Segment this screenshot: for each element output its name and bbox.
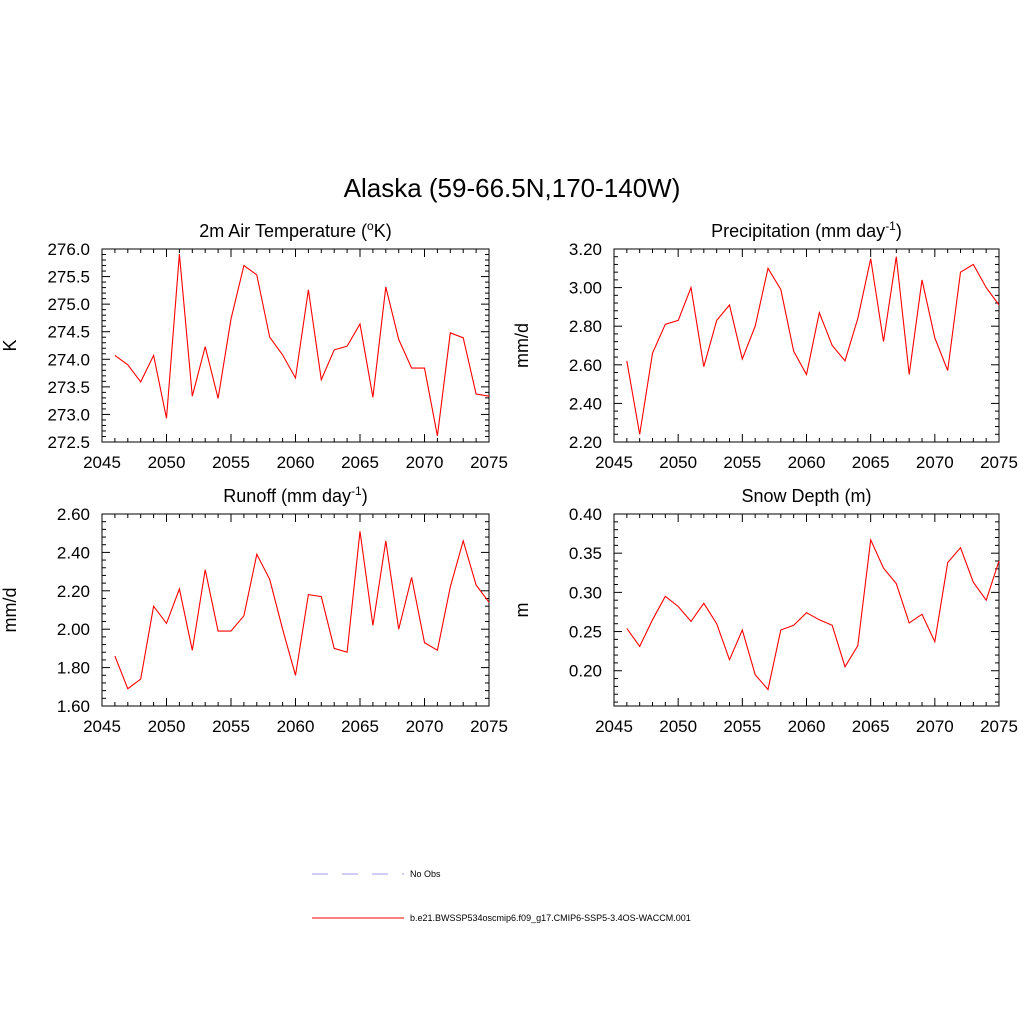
legend-obs-label: No Obs xyxy=(410,869,441,879)
y-tick-label: 2.80 xyxy=(569,317,602,336)
panel-title-text: Snow Depth (m) xyxy=(741,486,871,506)
x-tick-label: 2060 xyxy=(277,717,315,736)
x-tick-label: 2070 xyxy=(916,453,954,472)
series-line-runoff xyxy=(114,531,490,690)
y-tick-label: 272.5 xyxy=(47,433,90,452)
y-tick-label: 0.25 xyxy=(569,623,602,642)
series-line-precip xyxy=(626,256,1000,435)
x-tick-label: 2060 xyxy=(788,717,826,736)
panel-title-suffix: ) xyxy=(896,221,902,241)
x-tick-label: 2045 xyxy=(83,717,121,736)
panel-title: Precipitation (mm day-1) xyxy=(711,219,902,241)
y-tick-label: 1.80 xyxy=(57,659,90,678)
y-tick-label: 276.0 xyxy=(47,240,90,259)
y-axis-label: m xyxy=(512,603,532,618)
y-tick-label: 0.30 xyxy=(569,583,602,602)
panel-snow: 2045 2050 2055 2060 2065 2070 2075 0.20 0.25 0.30… xyxy=(512,486,1018,736)
y-tick-label: 2.40 xyxy=(569,394,602,413)
panel-title-suffix: K) xyxy=(374,221,392,241)
x-tick-label: 2055 xyxy=(212,453,250,472)
panels: 2045 2050 2055 2060 2065 2070 2075 272.5 273.0 27… xyxy=(0,219,1018,736)
panel-title-text: Precipitation (mm day xyxy=(711,221,885,241)
y-tick-label: 3.00 xyxy=(569,279,602,298)
x-tick-label: 2050 xyxy=(148,717,186,736)
x-tick-label: 2055 xyxy=(723,717,761,736)
panel-title: Snow Depth (m) xyxy=(741,486,871,506)
y-tick-label: 2.60 xyxy=(569,356,602,375)
x-tick-label: 2065 xyxy=(341,453,379,472)
series-line-tas xyxy=(114,253,490,437)
y-tick-label: 2.60 xyxy=(57,505,90,524)
series-line-snow xyxy=(626,537,1000,691)
panel-tas: 2045 2050 2055 2060 2065 2070 2075 272.5 273.0 27… xyxy=(0,219,508,472)
panel-title: Runoff (mm day-1) xyxy=(223,484,367,506)
y-tick-label: 0.40 xyxy=(569,505,602,524)
panel-title: 2m Air Temperature (oK) xyxy=(199,219,391,241)
x-tick-label: 2045 xyxy=(83,453,121,472)
x-tick-label: 2045 xyxy=(595,717,633,736)
x-tick-label: 2070 xyxy=(916,717,954,736)
panel-title-text: 2m Air Temperature ( xyxy=(199,221,367,241)
panel-precip: 2045 2050 2055 2060 2065 2070 2075 2.20 2.40 2.60… xyxy=(512,219,1018,472)
y-tick-label: 1.60 xyxy=(57,697,90,716)
x-tick-label: 2050 xyxy=(659,453,697,472)
x-tick-label: 2060 xyxy=(277,453,315,472)
x-tick-label: 2075 xyxy=(470,717,508,736)
y-tick-label: 0.35 xyxy=(569,544,602,563)
y-tick-label: 274.5 xyxy=(47,323,90,342)
plot-frame xyxy=(101,248,490,443)
y-tick-label: 275.0 xyxy=(47,295,90,314)
panel-title-text: Runoff (mm day xyxy=(223,486,351,506)
plot-frame xyxy=(613,248,1000,443)
y-tick-label: 274.0 xyxy=(47,350,90,369)
x-tick-label: 2070 xyxy=(406,717,444,736)
plot-frame xyxy=(101,513,490,707)
legend-model-label: b.e21.BWSSP534oscmip6.f09_g17.CMIP6-SSP5… xyxy=(410,913,691,923)
y-axis-label: K xyxy=(0,339,20,351)
y-tick-label: 0.20 xyxy=(569,662,602,681)
panel-runoff: 2045 2050 2055 2060 2065 2070 2075 1.60 1.80 2.00… xyxy=(0,484,508,736)
y-tick-label: 273.0 xyxy=(47,405,90,424)
figure-title: Alaska (59-66.5N,170-140W) xyxy=(344,173,681,203)
y-tick-label: 2.00 xyxy=(57,620,90,639)
y-axis-label: mm/d xyxy=(0,588,20,633)
panel-title-superscript: -1 xyxy=(885,219,896,233)
panel-title-superscript: o xyxy=(367,219,374,233)
plot-frame xyxy=(613,513,1000,707)
y-tick-label: 2.20 xyxy=(57,582,90,601)
panel-title-suffix: ) xyxy=(362,486,368,506)
x-tick-label: 2065 xyxy=(852,717,890,736)
x-tick-label: 2075 xyxy=(980,717,1018,736)
y-tick-label: 275.5 xyxy=(47,268,90,287)
x-tick-label: 2055 xyxy=(212,717,250,736)
x-tick-label: 2055 xyxy=(723,453,761,472)
x-tick-label: 2070 xyxy=(406,453,444,472)
x-tick-label: 2065 xyxy=(341,717,379,736)
legend: No Obs b.e21.BWSSP534oscmip6.f09_g17.CMI… xyxy=(312,869,691,923)
x-tick-label: 2050 xyxy=(659,717,697,736)
x-tick-label: 2065 xyxy=(852,453,890,472)
y-tick-label: 2.20 xyxy=(569,433,602,452)
y-tick-label: 273.5 xyxy=(47,378,90,397)
x-tick-label: 2075 xyxy=(470,453,508,472)
panel-title-superscript: -1 xyxy=(351,484,362,498)
x-tick-label: 2050 xyxy=(148,453,186,472)
x-tick-label: 2060 xyxy=(788,453,826,472)
y-axis-label: mm/d xyxy=(512,323,532,368)
y-tick-label: 3.20 xyxy=(569,240,602,259)
x-tick-label: 2045 xyxy=(595,453,633,472)
x-tick-label: 2075 xyxy=(980,453,1018,472)
y-tick-label: 2.40 xyxy=(57,543,90,562)
